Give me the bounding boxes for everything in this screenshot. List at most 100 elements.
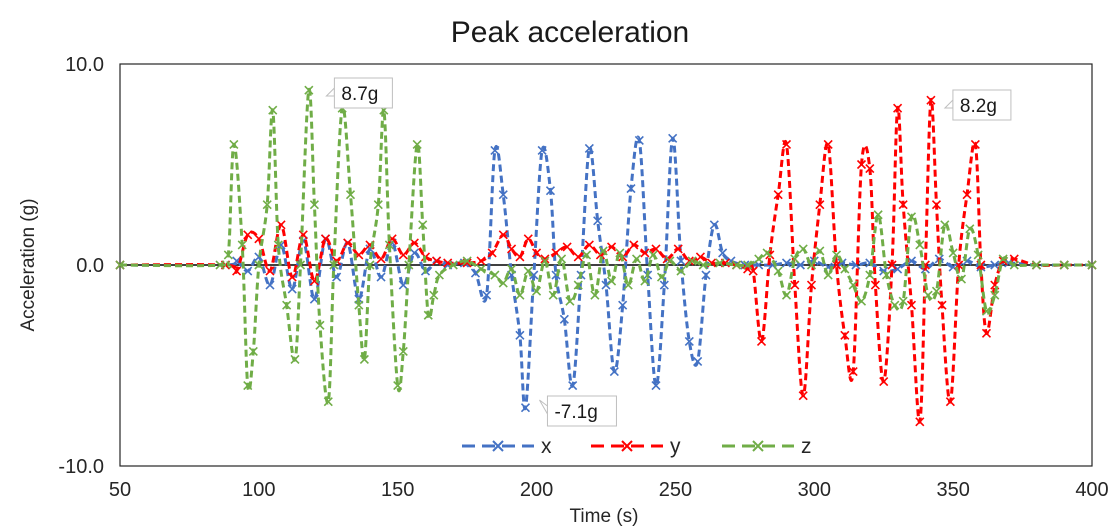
series-y-point — [487, 248, 497, 258]
series-z-point — [290, 354, 300, 365]
series-z-point — [223, 250, 233, 260]
data-callout: 8.2g — [943, 89, 1012, 121]
series-z-point — [676, 266, 686, 276]
series-y-point — [898, 200, 908, 210]
series-z-point — [973, 250, 983, 260]
series-y-point — [673, 244, 683, 254]
legend: x y z — [462, 435, 812, 458]
series-z-point — [315, 320, 325, 330]
series-z-point — [873, 210, 883, 220]
series-z-point — [631, 254, 642, 264]
series-z-point — [848, 280, 858, 290]
series-x-point — [676, 256, 686, 266]
series-y-point — [432, 256, 442, 266]
series-y-point — [848, 366, 858, 377]
series-x-point — [659, 280, 669, 290]
series-z-point — [323, 397, 333, 407]
series-x-point — [243, 266, 253, 276]
series-y-point — [409, 238, 419, 248]
tick-labels: 50 100 150 200 250 300 350 400 10.0 0.0 -10.0 — [58, 54, 1108, 501]
series-z-point — [557, 254, 567, 264]
series-z-point — [548, 290, 558, 300]
x-tick-label: 200 — [520, 479, 553, 501]
series-y-point — [640, 248, 650, 258]
series-z-point — [398, 346, 408, 356]
series-x-point — [634, 135, 644, 145]
series-y-point — [893, 103, 903, 113]
series-x-point — [520, 403, 531, 413]
series-y-point — [945, 397, 955, 407]
series-z-point — [581, 250, 592, 260]
series-z-point — [590, 290, 600, 300]
series-z-point — [237, 240, 247, 250]
series-z-point — [565, 296, 575, 306]
series-z-point — [462, 256, 472, 266]
series-y-point — [773, 190, 783, 200]
series-z-point — [823, 270, 833, 280]
series-z-point — [304, 85, 314, 95]
series-z-point — [412, 139, 422, 149]
series-z-point — [931, 286, 942, 296]
series-z-point — [773, 266, 783, 276]
series-y-point — [879, 377, 889, 387]
data-callout: -7.1g — [539, 395, 617, 427]
series-y-point — [790, 280, 800, 290]
x-axis-label: Time (s) — [570, 506, 639, 527]
series-x-point — [709, 220, 719, 230]
series-y-point — [651, 244, 661, 254]
series-y-point — [287, 272, 297, 282]
x-tick-label: 350 — [936, 479, 969, 501]
series-z-point — [948, 248, 958, 258]
series-z-point — [248, 346, 258, 356]
series-z-point — [781, 290, 792, 300]
series-z-point — [404, 260, 414, 270]
series-z-point — [762, 248, 772, 258]
series-z-point — [615, 248, 625, 258]
series-z-point — [790, 254, 800, 264]
series-z-point — [393, 381, 403, 391]
series-z-point — [906, 212, 917, 222]
series-z-point — [990, 290, 1000, 300]
series-z-point — [429, 290, 439, 300]
series-y-point — [865, 163, 875, 174]
series-y-point — [756, 336, 767, 346]
series-z-point — [656, 272, 667, 282]
series-y-point — [515, 252, 525, 262]
series-z-point — [329, 260, 339, 270]
series-x-point — [1004, 258, 1014, 268]
series-y-point — [926, 95, 936, 105]
series-z-point — [490, 270, 500, 280]
series-y-point — [398, 250, 408, 260]
series-z-point — [365, 260, 375, 270]
series-x-point — [990, 260, 1000, 270]
series-z-point — [687, 256, 697, 266]
legend-label: z — [801, 435, 812, 458]
series-z-point — [731, 260, 742, 270]
series-z-line — [119, 88, 1092, 405]
series-y-point — [507, 244, 517, 254]
series-z — [115, 85, 1097, 407]
series-z-point — [856, 296, 867, 306]
data-callout: 8.7g — [325, 77, 393, 109]
series-z-point — [915, 240, 925, 250]
series-z-point — [295, 260, 306, 270]
series-z-point — [262, 200, 272, 210]
series-y-point — [906, 300, 917, 310]
series-y-point — [815, 200, 825, 210]
series-z-point — [598, 246, 608, 256]
series-x-point — [482, 290, 492, 300]
series-y-point — [887, 260, 897, 270]
series-z-point — [1031, 260, 1042, 270]
x-tick-label: 50 — [109, 479, 131, 501]
series-z-point — [956, 274, 967, 284]
x-tick-label: 250 — [659, 479, 692, 501]
series-x-point — [651, 381, 661, 391]
series-y-point — [584, 240, 594, 250]
y-axis-label: Acceleration (g) — [18, 198, 39, 331]
series-z-point — [229, 139, 239, 149]
series-z-point — [448, 260, 458, 270]
series-z-point — [345, 190, 356, 200]
series-z-point — [806, 260, 817, 270]
series-y-point — [498, 230, 508, 240]
